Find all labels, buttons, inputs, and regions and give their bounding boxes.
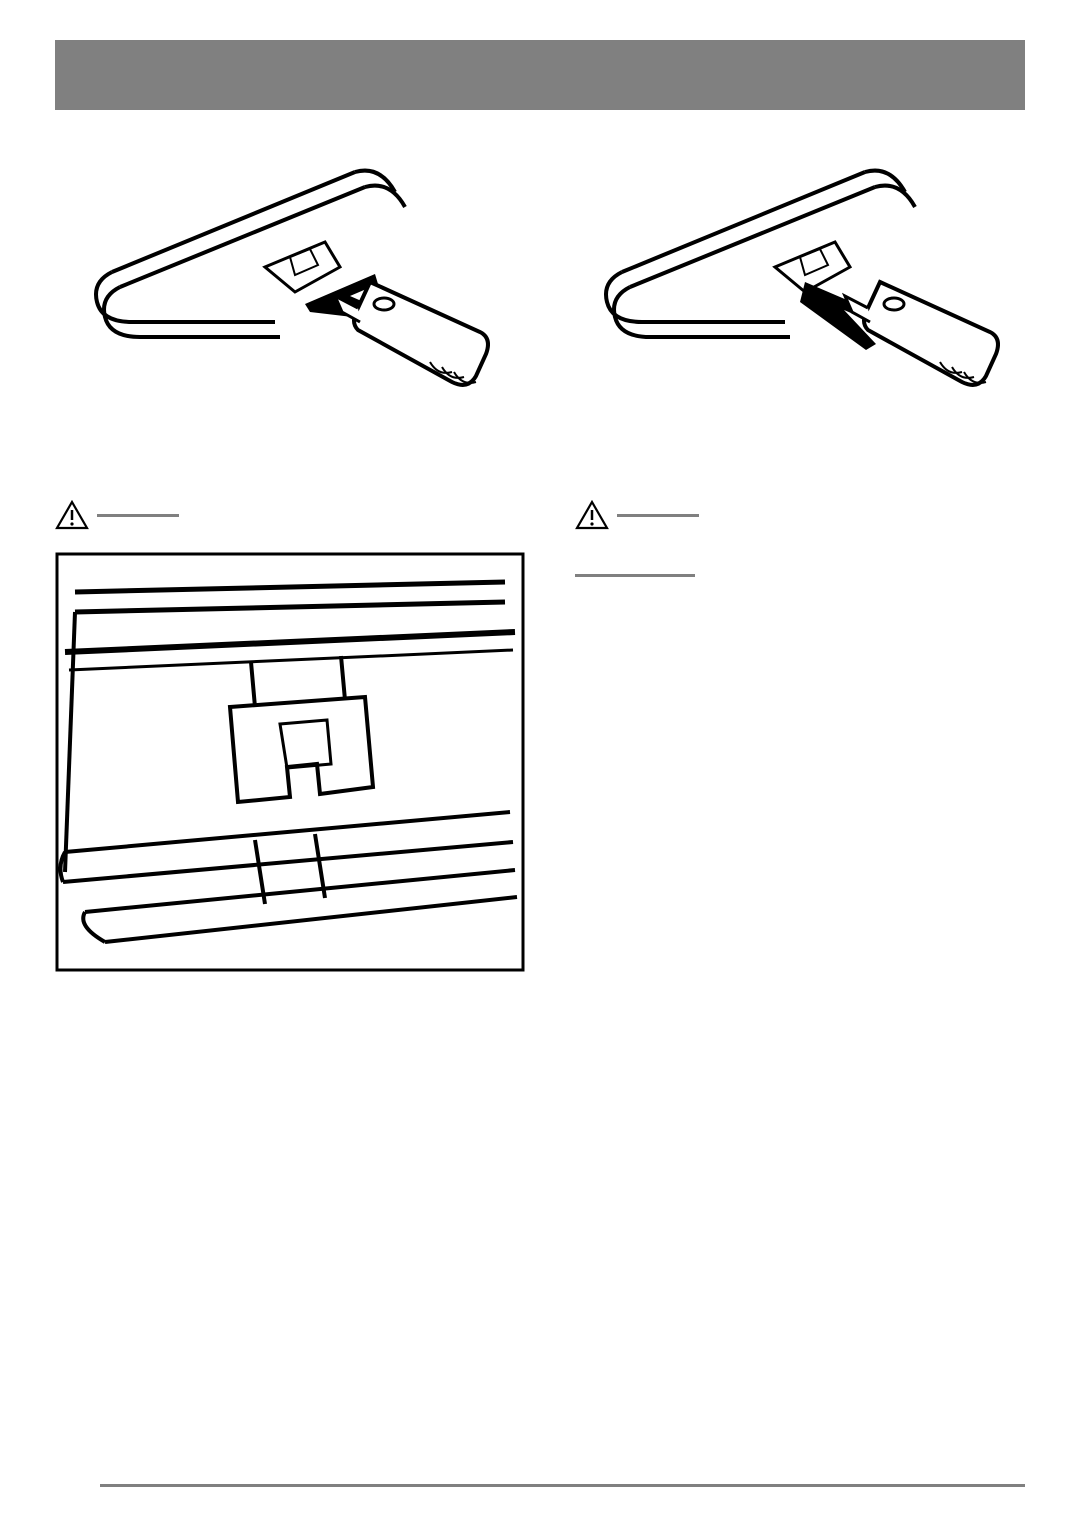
- warning-rule: [97, 514, 179, 517]
- header-bar: [55, 40, 1025, 110]
- lower-columns: [55, 500, 1025, 977]
- grill-shelf-illustration: [55, 552, 525, 972]
- warning-rule: [617, 514, 699, 517]
- section-rule: [575, 574, 695, 577]
- figure-row: [55, 162, 1025, 412]
- grill-handle-attach-illustration: [80, 162, 490, 412]
- grill-handle-remove-illustration: [590, 162, 1000, 412]
- warning-triangle-icon: [55, 500, 89, 530]
- warning-header: [575, 500, 1025, 530]
- warning-header: [55, 500, 525, 530]
- right-column: [575, 500, 1025, 977]
- manual-page: [0, 0, 1080, 1533]
- left-column: [55, 500, 525, 977]
- shelf-figure: [55, 552, 525, 977]
- warning-triangle-icon: [575, 500, 609, 530]
- footer-rule: [100, 1484, 1025, 1487]
- figure-remove: [565, 162, 1025, 412]
- figure-attach: [55, 162, 515, 412]
